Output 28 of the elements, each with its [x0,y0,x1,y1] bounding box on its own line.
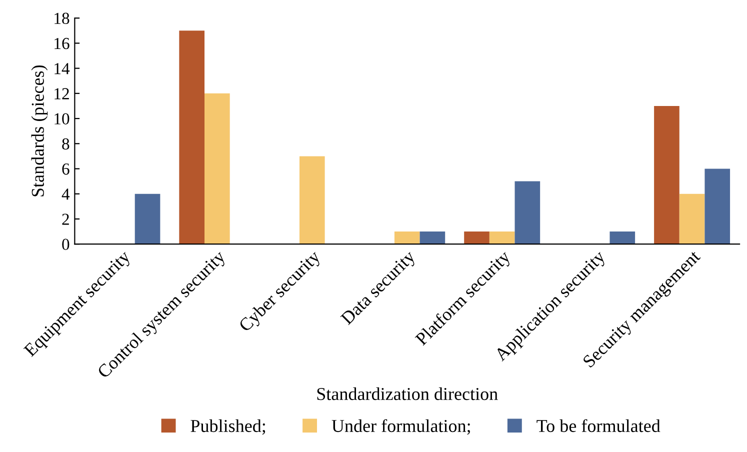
bar [514,181,540,244]
y-tick-label: 4 [62,188,70,200]
x-axis-title: Standardization direction [317,387,498,400]
bar [610,232,636,244]
bar [489,232,515,244]
y-tick-label: 10 [54,113,70,124]
bar [654,106,680,244]
bar [394,232,420,244]
y-tick-label: 2 [62,214,69,225]
bar [299,156,325,244]
bar [420,232,446,244]
legend-label: Published; [190,419,266,435]
y-tick-label: 6 [62,163,70,175]
y-tick-label: 8 [62,138,70,150]
y-tick-label: 16 [54,38,70,50]
bar [134,194,160,244]
bar [704,168,730,244]
y-tick-label: 12 [54,88,69,100]
bar [179,30,204,244]
legend-label: Under formulation; [332,419,470,435]
bar [679,194,705,244]
y-tick-label: 14 [54,63,70,74]
bar [204,93,230,244]
y-tick-label: 0 [62,238,70,250]
y-axis-title: Standards (pieces) [31,65,48,196]
y-tick-label: 18 [54,12,70,24]
bar [464,232,490,244]
legend-label: To be formulated [536,419,660,432]
